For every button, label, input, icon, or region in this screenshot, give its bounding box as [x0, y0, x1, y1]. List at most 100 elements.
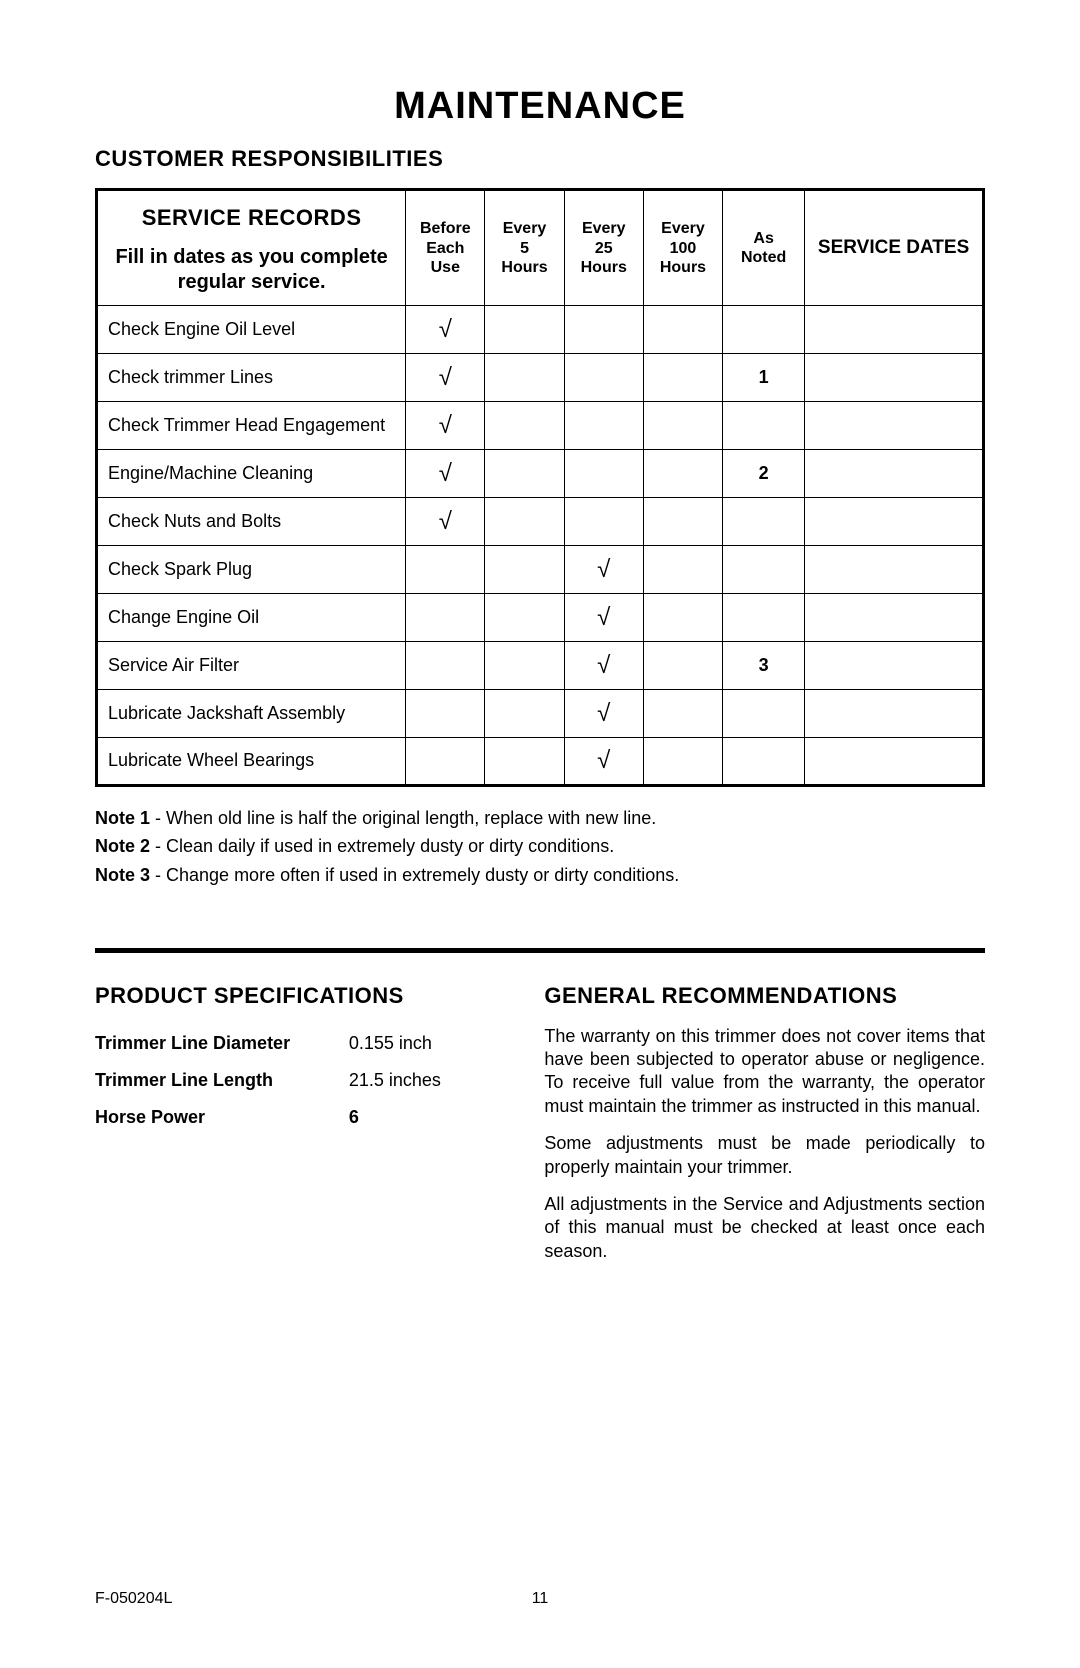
row-label: Service Air Filter	[97, 642, 406, 690]
recommendation-paragraph: All adjustments in the Service and Adjus…	[544, 1193, 985, 1263]
table-row: Check Nuts and Bolts√	[97, 498, 984, 546]
interval-cell	[485, 642, 564, 690]
interval-cell: √	[564, 546, 643, 594]
page-number: 11	[532, 1590, 549, 1608]
table-row: Change Engine Oil √	[97, 594, 984, 642]
table-row: Check Engine Oil Level√	[97, 306, 984, 354]
note-label: Note 3	[95, 865, 150, 885]
note-label: Note 2	[95, 836, 150, 856]
as-noted-cell: 2	[723, 450, 805, 498]
interval-cell	[643, 594, 722, 642]
note-text: - Clean daily if used in extremely dusty…	[150, 836, 614, 856]
section-divider	[95, 948, 985, 953]
interval-cell	[485, 402, 564, 450]
as-noted-cell: 1	[723, 354, 805, 402]
spec-label: Trimmer Line Diameter	[95, 1025, 349, 1062]
service-dates-cell[interactable]	[805, 498, 984, 546]
row-label: Lubricate Jackshaft Assembly	[97, 690, 406, 738]
interval-cell	[564, 450, 643, 498]
table-header-row: SERVICE RECORDS Fill in dates as you com…	[97, 190, 984, 306]
interval-cell: √	[406, 498, 485, 546]
interval-cell: √	[564, 594, 643, 642]
interval-cell	[485, 306, 564, 354]
header-before-each-use: BeforeEachUse	[406, 190, 485, 306]
note-text: - Change more often if used in extremely…	[150, 865, 679, 885]
as-noted-cell	[723, 546, 805, 594]
table-row: Check Spark Plug √	[97, 546, 984, 594]
service-dates-cell[interactable]	[805, 306, 984, 354]
header-as-noted: AsNoted	[723, 190, 805, 306]
as-noted-cell	[723, 738, 805, 786]
interval-cell	[643, 690, 722, 738]
doc-code: F-050204L	[95, 1590, 172, 1608]
interval-cell	[485, 354, 564, 402]
note-text: - When old line is half the original len…	[150, 808, 656, 828]
interval-cell	[485, 690, 564, 738]
product-specifications-heading: PRODUCT SPECIFICATIONS	[95, 983, 504, 1009]
note-label: Note 1	[95, 808, 150, 828]
note-line: Note 1 - When old line is half the origi…	[95, 805, 985, 831]
as-noted-cell	[723, 306, 805, 354]
header-every-25-hours: Every25Hours	[564, 190, 643, 306]
interval-cell	[485, 738, 564, 786]
table-row: Service Air Filter √ 3	[97, 642, 984, 690]
table-row: Lubricate Jackshaft Assembly√	[97, 690, 984, 738]
interval-cell: √	[406, 402, 485, 450]
table-row: Engine/Machine Cleaning√ 2	[97, 450, 984, 498]
service-dates-cell[interactable]	[805, 354, 984, 402]
table-row: Check trimmer Lines√1	[97, 354, 984, 402]
recommendation-paragraph: The warranty on this trimmer does not co…	[544, 1025, 985, 1119]
interval-cell	[564, 354, 643, 402]
service-dates-cell[interactable]	[805, 402, 984, 450]
service-dates-cell[interactable]	[805, 738, 984, 786]
spec-row: Trimmer Line Length21.5 inches	[95, 1062, 504, 1099]
row-label: Change Engine Oil	[97, 594, 406, 642]
service-dates-cell[interactable]	[805, 450, 984, 498]
interval-cell: √	[406, 354, 485, 402]
general-recommendations-heading: GENERAL RECOMMENDATIONS	[544, 983, 985, 1009]
interval-cell: √	[564, 738, 643, 786]
table-row: Check Trimmer Head Engagement√	[97, 402, 984, 450]
interval-cell: √	[406, 306, 485, 354]
recommendations-body: The warranty on this trimmer does not co…	[544, 1025, 985, 1264]
service-records-title: SERVICE RECORDS	[110, 205, 393, 231]
spec-label: Horse Power	[95, 1099, 349, 1136]
interval-cell	[406, 546, 485, 594]
service-dates-cell[interactable]	[805, 594, 984, 642]
interval-cell	[643, 498, 722, 546]
interval-cell: √	[564, 642, 643, 690]
service-dates-cell[interactable]	[805, 642, 984, 690]
as-noted-cell: 3	[723, 642, 805, 690]
interval-cell	[485, 546, 564, 594]
interval-cell	[485, 594, 564, 642]
interval-cell: √	[406, 450, 485, 498]
notes-block: Note 1 - When old line is half the origi…	[95, 805, 985, 887]
row-label: Check Nuts and Bolts	[97, 498, 406, 546]
spec-value: 0.155 inch	[349, 1025, 505, 1062]
service-dates-cell[interactable]	[805, 546, 984, 594]
as-noted-cell	[723, 690, 805, 738]
service-dates-cell[interactable]	[805, 690, 984, 738]
interval-cell	[406, 594, 485, 642]
specs-table: Trimmer Line Diameter0.155 inchTrimmer L…	[95, 1025, 504, 1136]
interval-cell	[643, 402, 722, 450]
header-service-dates: SERVICE DATES	[805, 190, 984, 306]
row-label: Engine/Machine Cleaning	[97, 450, 406, 498]
row-label: Lubricate Wheel Bearings	[97, 738, 406, 786]
interval-cell	[564, 306, 643, 354]
page-footer: F-050204L 11	[95, 1590, 985, 1608]
interval-cell	[485, 450, 564, 498]
service-records-subtitle: Fill in dates as you complete regular se…	[110, 245, 393, 295]
recommendation-paragraph: Some adjustments must be made periodical…	[544, 1132, 985, 1179]
row-label: Check Trimmer Head Engagement	[97, 402, 406, 450]
spec-row: Horse Power6	[95, 1099, 504, 1136]
interval-cell	[643, 738, 722, 786]
spec-value: 6	[349, 1099, 505, 1136]
interval-cell	[564, 402, 643, 450]
note-line: Note 2 - Clean daily if used in extremel…	[95, 833, 985, 859]
note-line: Note 3 - Change more often if used in ex…	[95, 862, 985, 888]
page-title: MAINTENANCE	[95, 85, 985, 128]
interval-cell	[643, 642, 722, 690]
row-label: Check Spark Plug	[97, 546, 406, 594]
header-service-records: SERVICE RECORDS Fill in dates as you com…	[97, 190, 406, 306]
